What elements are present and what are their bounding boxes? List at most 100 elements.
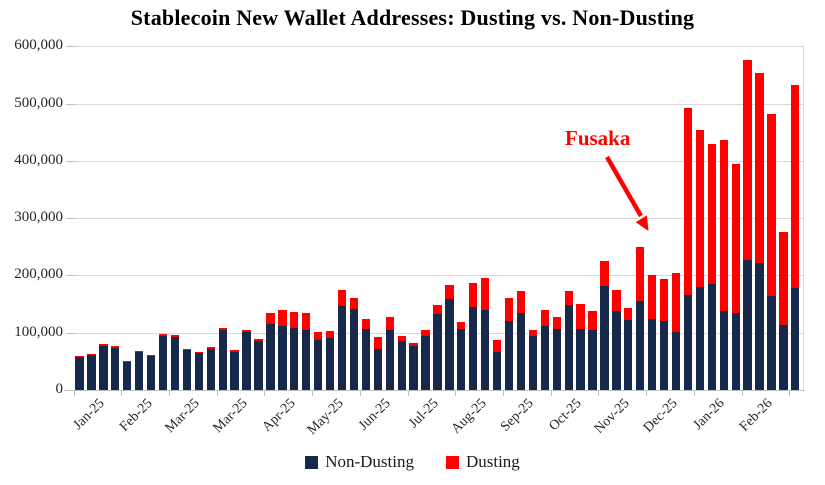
y-axis-tick-label: 600,000: [14, 37, 63, 54]
bar-segment-non-dusting: [99, 345, 108, 390]
bar-week-34: [469, 282, 478, 390]
y-axis-tick: [66, 103, 75, 105]
bar-week-44: [588, 311, 597, 390]
bar-segment-dusting: [576, 304, 585, 329]
bar-week-46: [612, 289, 621, 390]
bar-segment-non-dusting: [218, 330, 227, 390]
bar-segment-non-dusting: [457, 329, 466, 390]
legend-item-non-dusting: Non-Dusting: [305, 452, 414, 472]
x-axis-tick: [121, 390, 123, 396]
bar-segment-dusting: [266, 312, 275, 324]
bar-segment-dusting: [87, 353, 96, 356]
bar-segment-non-dusting: [516, 313, 526, 390]
bar-segment-dusting: [612, 289, 621, 312]
x-axis-tick: [73, 390, 75, 396]
y-axis-tick: [66, 332, 75, 334]
bar-segment-non-dusting: [314, 339, 323, 390]
bar-segment-non-dusting: [779, 325, 788, 390]
bar-segment-dusting: [170, 334, 180, 337]
bar-week-16: [254, 339, 263, 390]
bar-segment-non-dusting: [123, 361, 132, 390]
bar-segment-dusting: [767, 114, 776, 297]
bar-segment-dusting: [230, 349, 239, 352]
bar-segment-non-dusting: [540, 326, 549, 390]
bar-segment-dusting: [671, 272, 681, 333]
bar-segment-non-dusting: [588, 330, 597, 390]
bar-segment-dusting: [755, 73, 764, 264]
bar-week-20: [302, 312, 311, 390]
x-axis-tick: [598, 390, 600, 396]
bar-week-27: [385, 316, 394, 390]
bar-week-14: [230, 349, 239, 390]
bar-segment-non-dusting: [266, 323, 275, 390]
bar-segment-dusting: [469, 282, 478, 307]
bar-week-55: [719, 139, 728, 390]
bar-week-19: [290, 312, 299, 390]
x-axis-tick: [216, 390, 218, 396]
bar-week-22: [325, 330, 335, 390]
bar-week-26: [373, 336, 382, 390]
bar-week-24: [349, 298, 359, 390]
bar-week-6: [135, 350, 144, 390]
bar-segment-non-dusting: [707, 283, 716, 390]
gridline: [75, 275, 803, 277]
bar-segment-dusting: [290, 312, 299, 329]
y-axis-tick-label: 200,000: [14, 266, 63, 283]
bar-week-51: [671, 272, 681, 390]
bar-segment-non-dusting: [528, 335, 538, 390]
bar-segment-dusting: [158, 333, 168, 336]
bar-segment-non-dusting: [481, 309, 490, 390]
bar-segment-dusting: [791, 84, 800, 288]
bar-week-2: [87, 353, 96, 390]
bar-week-52: [683, 108, 693, 390]
bar-segment-non-dusting: [349, 309, 359, 390]
bar-segment-non-dusting: [433, 314, 442, 390]
bar-segment-dusting: [492, 340, 502, 353]
bar-segment-dusting: [719, 139, 728, 312]
bar-segment-non-dusting: [278, 326, 287, 390]
y-axis-tick-label: 400,000: [14, 151, 63, 168]
annotation-fusaka: Fusaka: [565, 126, 631, 150]
bar-week-53: [695, 130, 705, 390]
bar-segment-non-dusting: [230, 351, 239, 390]
x-axis-tick: [646, 390, 648, 396]
bar-week-28: [397, 335, 406, 390]
bar-segment-non-dusting: [671, 332, 681, 390]
bar-week-45: [600, 260, 609, 390]
bar-segment-non-dusting: [385, 329, 394, 390]
bar-segment-non-dusting: [719, 311, 728, 390]
bar-week-61: [791, 84, 800, 390]
x-axis-tick: [789, 390, 791, 396]
x-axis-tick: [693, 390, 695, 396]
gridline: [75, 218, 803, 220]
bar-segment-non-dusting: [135, 352, 144, 390]
bar-week-38: [516, 291, 526, 390]
legend-label-non-dusting: Non-Dusting: [325, 452, 414, 471]
bar-segment-dusting: [99, 344, 108, 346]
bar-segment-dusting: [111, 346, 120, 349]
bar-segment-dusting: [135, 350, 144, 353]
bar-segment-dusting: [683, 108, 693, 295]
bar-week-3: [99, 344, 108, 390]
bar-week-30: [421, 329, 430, 390]
x-axis-tick: [550, 390, 552, 396]
bar-week-37: [504, 297, 514, 390]
bar-segment-non-dusting: [421, 335, 430, 390]
bar-week-29: [409, 343, 418, 390]
bar-segment-non-dusting: [445, 299, 454, 390]
bar-segment-non-dusting: [182, 350, 192, 390]
bar-segment-dusting: [779, 232, 788, 326]
bar-segment-non-dusting: [648, 318, 657, 390]
legend-swatch-dusting: [445, 455, 459, 469]
bar-segment-non-dusting: [659, 321, 669, 390]
x-axis-tick: [264, 390, 266, 396]
bar-segment-dusting: [457, 321, 466, 330]
bar-segment-dusting: [695, 130, 705, 287]
x-axis-tick: [455, 390, 457, 396]
bar-segment-non-dusting: [75, 357, 84, 390]
bar-segment-non-dusting: [206, 348, 215, 390]
bar-segment-dusting: [278, 309, 287, 327]
bar-segment-dusting: [504, 297, 514, 321]
bar-segment-non-dusting: [600, 286, 609, 390]
y-axis-tick-label: 300,000: [14, 209, 63, 226]
